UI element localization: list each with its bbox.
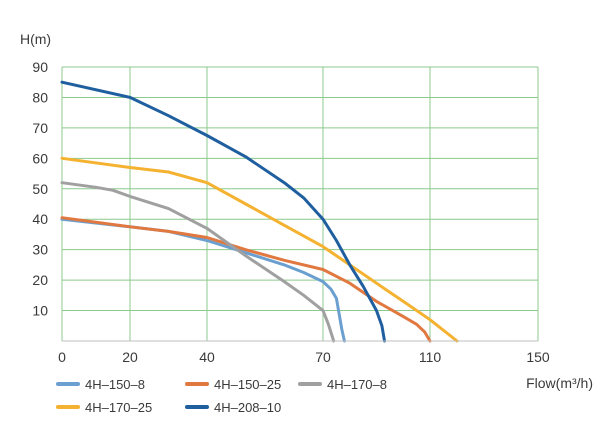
y-tick-label: 70 (32, 120, 48, 136)
x-tick-label: 70 (315, 349, 331, 365)
legend-label: 4H–170–8 (327, 377, 387, 392)
legend-label: 4H–170–25 (85, 400, 152, 415)
y-tick-label: 90 (32, 59, 48, 75)
series-line (60, 181, 336, 343)
series-lines (60, 80, 459, 343)
y-tick-label: 20 (32, 272, 48, 288)
legend-label: 4H–150–25 (214, 377, 281, 392)
legend-label: 4H–150–8 (85, 377, 145, 392)
y-tick-label: 30 (32, 242, 48, 258)
series-line (60, 156, 459, 343)
grid-lines (61, 66, 539, 341)
y-tick-label: 80 (32, 89, 48, 105)
series-line (60, 80, 386, 343)
y-tick-label: 40 (32, 211, 48, 227)
y-tick-label: 10 (32, 303, 48, 319)
series-line (60, 216, 432, 343)
legend: 4H–150–8 4H–150–25 4H–170–8 4H–170–25 4H–208… (56, 377, 387, 415)
legend-label: 4H–208–10 (214, 400, 281, 415)
y-tick-label: 60 (32, 150, 48, 166)
x-tick-label: 40 (199, 349, 215, 365)
y-axis-title: H(m) (20, 31, 51, 47)
y-tick-labels: 10 20 30 40 50 60 70 80 90 (32, 59, 48, 319)
x-tick-label: 0 (58, 349, 66, 365)
x-tick-labels: 0 20 40 70 110 150 (58, 349, 550, 365)
y-tick-label: 50 (32, 181, 48, 197)
x-axis-title: Flow(m³/h) (526, 375, 593, 391)
x-tick-label: 150 (526, 349, 550, 365)
x-tick-label: 110 (419, 349, 442, 365)
x-tick-label: 20 (122, 349, 138, 365)
